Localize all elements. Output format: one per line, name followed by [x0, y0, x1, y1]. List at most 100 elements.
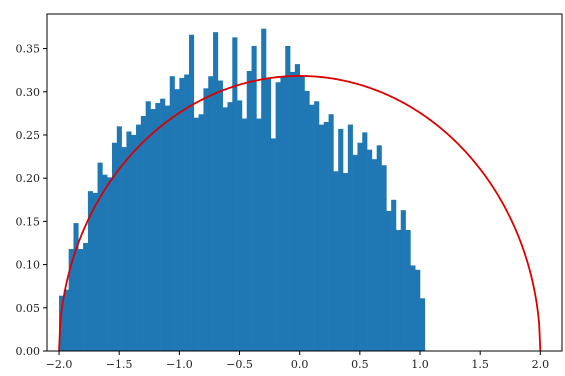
histogram-bar — [78, 249, 84, 351]
histogram-bar — [309, 104, 315, 351]
x-axis-ticks: −2.0 −1.5 −1.0 −0.5 0.0 0.5 1.0 1.5 2.0 — [46, 351, 549, 371]
histogram-bar — [280, 76, 286, 351]
histogram-bar — [328, 114, 334, 352]
x-tick-label: 0.5 — [351, 358, 369, 371]
histogram-bar — [131, 134, 137, 351]
histogram-bar — [203, 88, 209, 351]
semicircle-curve — [58, 75, 542, 352]
histogram-bar — [208, 76, 214, 351]
histogram-bar — [237, 100, 243, 351]
histogram-bar — [261, 28, 267, 351]
histogram-bar — [179, 77, 185, 351]
histogram-bar — [256, 118, 262, 351]
histogram-bar — [352, 154, 358, 351]
histogram-bar — [294, 64, 300, 352]
histogram-bar — [415, 269, 421, 351]
histogram-bar — [357, 142, 363, 351]
histogram-bar — [266, 77, 272, 351]
histogram-bar — [275, 82, 281, 351]
histogram-bar — [270, 138, 276, 351]
y-axis-ticks: 0.00 0.05 0.10 0.15 0.20 0.25 0.30 0.35 — [16, 43, 47, 358]
histogram-bar — [73, 223, 79, 351]
histogram-bar — [241, 118, 248, 351]
histogram-bar — [126, 131, 132, 351]
y-tick-label: 0.10 — [16, 259, 41, 272]
histogram-bar — [121, 147, 127, 351]
histogram-bar — [323, 122, 329, 351]
x-tick-label: −1.5 — [106, 358, 133, 371]
histogram-bar — [386, 211, 392, 351]
histogram-bar — [102, 174, 108, 351]
y-tick-label: 0.25 — [16, 129, 41, 142]
histogram-bar — [116, 126, 122, 351]
histogram-bar — [367, 149, 373, 351]
histogram-bar — [164, 105, 171, 351]
histogram-bar — [347, 124, 353, 351]
x-tick-label: 1.0 — [411, 358, 429, 371]
x-tick-label: −1.0 — [166, 358, 193, 371]
histogram-bar — [405, 230, 411, 351]
histogram-bar — [232, 37, 238, 351]
histogram-bar — [400, 210, 406, 351]
histogram-bar — [155, 103, 161, 351]
histogram-bar — [246, 71, 252, 351]
histogram-bars — [59, 28, 426, 352]
y-tick-label: 0.20 — [16, 172, 41, 185]
histogram-bar — [420, 298, 426, 351]
histogram-bar — [343, 172, 349, 351]
histogram-bar — [318, 124, 325, 351]
histogram-bar — [174, 89, 180, 352]
y-tick-label: 0.15 — [16, 215, 41, 228]
histogram-bar — [227, 102, 233, 351]
histogram-bar — [213, 32, 219, 352]
histogram-bar — [193, 117, 199, 351]
histogram-bar — [217, 80, 223, 351]
y-tick-label: 0.35 — [16, 43, 41, 56]
histogram-bar — [198, 114, 204, 352]
semicircle-line — [58, 75, 542, 352]
histogram-bar — [150, 109, 156, 351]
histogram-bar — [136, 124, 142, 351]
histogram-bar — [304, 90, 310, 351]
x-tick-label: 0.0 — [291, 358, 309, 371]
histogram-bar — [371, 159, 377, 351]
histogram-bar — [290, 71, 296, 351]
y-tick-label: 0.05 — [16, 302, 41, 315]
x-tick-label: −0.5 — [226, 358, 253, 371]
histogram-bar — [63, 289, 69, 351]
histogram-bar — [107, 177, 113, 351]
histogram-bar — [285, 45, 291, 351]
histogram-bar — [188, 34, 195, 352]
plot-frame — [46, 13, 563, 352]
histogram-bar — [338, 128, 344, 351]
histogram-bar — [111, 142, 118, 351]
y-tick-label: 0.30 — [16, 86, 41, 99]
histogram-bar — [362, 132, 368, 351]
histogram-bar — [381, 165, 387, 351]
histogram-bar — [140, 115, 146, 352]
histogram-bar — [391, 199, 397, 351]
histogram-bar — [87, 191, 94, 351]
histogram-bar — [92, 192, 98, 351]
x-tick-label: 1.5 — [471, 358, 489, 371]
histogram-bar — [395, 230, 402, 351]
histogram-bar — [184, 74, 190, 352]
histogram-bar — [160, 98, 166, 352]
histogram-bar — [222, 107, 228, 351]
histogram-bar — [145, 101, 151, 352]
axes — [46, 13, 563, 352]
x-tick-label: 2.0 — [532, 358, 550, 371]
histogram-bar — [68, 249, 74, 351]
histogram-bar — [251, 45, 257, 351]
histogram-bar — [97, 162, 103, 351]
histogram-bar — [376, 145, 382, 351]
histogram-bar — [83, 242, 89, 351]
histogram-bar — [169, 76, 175, 351]
histogram-bar — [333, 171, 339, 351]
histogram-bar — [59, 295, 65, 351]
histogram-bar — [410, 265, 416, 351]
y-tick-label: 0.00 — [16, 345, 41, 358]
histogram-bar — [299, 76, 305, 351]
